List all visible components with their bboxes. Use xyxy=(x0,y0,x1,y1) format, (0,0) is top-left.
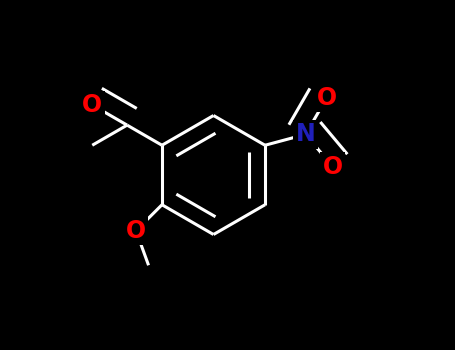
Text: O: O xyxy=(317,86,337,110)
Text: N: N xyxy=(296,122,315,146)
Text: O: O xyxy=(126,219,146,243)
Text: O: O xyxy=(323,155,343,178)
Text: O: O xyxy=(82,93,102,117)
